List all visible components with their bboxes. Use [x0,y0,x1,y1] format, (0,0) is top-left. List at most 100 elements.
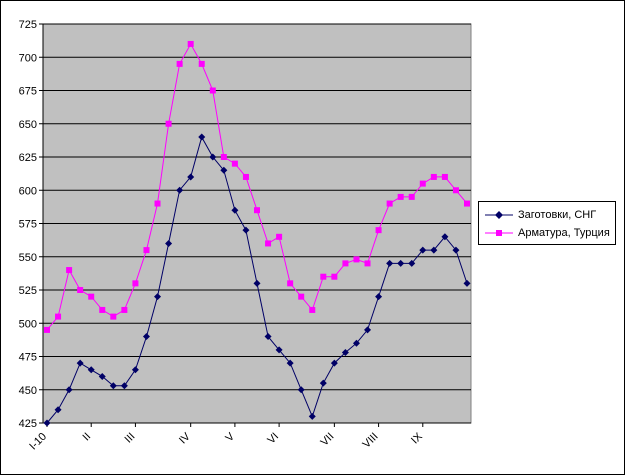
point-1-0 [44,326,50,333]
point-0-13 [187,173,195,181]
point-0-17 [231,206,239,214]
point-0-21 [275,346,283,354]
x-tick-label-VI: VI [265,431,281,447]
series-0 [43,133,471,427]
x-tick-label-I-10: I-10 [27,431,49,453]
point-1-6 [110,313,117,320]
point-1-8 [132,280,139,287]
point-1-26 [331,273,338,280]
point-1-13 [187,40,194,47]
point-0-38 [463,279,471,287]
point-0-31 [386,259,394,267]
point-1-27 [342,260,349,267]
x-tick-label-IX: IX [409,430,425,446]
point-1-31 [386,200,393,207]
point-1-14 [198,60,205,67]
legend-entry-billets: Заготовки, СНГ [484,207,616,223]
y-tick-label-625: 625 [19,152,37,164]
point-1-25 [320,273,327,280]
point-0-5 [98,372,106,380]
point-0-16 [220,166,228,174]
point-1-24 [309,306,316,313]
point-1-4 [88,293,95,300]
y-tick-label-500: 500 [19,318,37,330]
point-1-16 [220,154,227,160]
point-0-35 [430,246,438,254]
point-1-5 [99,306,106,313]
y-tick-label-675: 675 [19,86,37,98]
legend-swatch-rebar [485,230,513,236]
series-layer [43,40,471,427]
point-0-20 [264,333,272,341]
point-0-1 [54,406,62,414]
point-1-37 [452,187,459,194]
point-0-33 [408,259,416,267]
point-0-29 [364,326,372,334]
point-0-2 [65,386,73,394]
x-tick-label-VIII: VIII [361,431,381,451]
point-1-29 [364,260,371,267]
point-1-23 [298,293,305,300]
point-0-9 [142,333,150,341]
point-1-30 [375,227,382,234]
point-1-18 [242,173,249,180]
y-tick-label-700: 700 [19,52,37,64]
point-1-35 [430,173,437,180]
y-tick-label-725: 725 [19,19,37,31]
point-1-33 [408,193,415,200]
point-0-30 [375,293,383,301]
point-1-38 [464,200,470,207]
y-tick-label-475: 475 [19,352,37,364]
x-axis-ticks: I-10 II III IV V VI VII VIII IX [27,423,425,453]
point-1-32 [397,193,404,200]
x-tick-label-VII: VII [318,431,336,449]
legend-label-rebar: Арматура, Турция [518,227,610,239]
point-1-36 [441,173,448,180]
point-0-34 [419,246,427,254]
y-tick-label-525: 525 [19,285,37,297]
x-tick-label-II: II [81,431,94,444]
point-0-28 [352,339,360,347]
point-0-14 [198,133,206,141]
point-0-11 [165,239,173,247]
gridlines [43,23,471,424]
point-0-37 [452,246,460,254]
point-0-24 [308,412,316,420]
point-1-17 [231,160,238,167]
point-1-10 [154,200,161,207]
y-tick-label-425: 425 [19,418,37,430]
y-tick-label-650: 650 [19,119,37,131]
point-0-0 [43,419,51,427]
series-1 [44,40,470,333]
y-tick-label-450: 450 [19,385,37,397]
point-1-20 [265,240,272,247]
point-0-23 [297,386,305,394]
point-1-15 [209,87,216,94]
legend-swatch-billets [485,211,513,219]
point-1-12 [176,60,183,67]
point-1-1 [55,313,62,320]
legend-label-billets: Заготовки, СНГ [518,209,597,221]
point-1-3 [77,287,84,293]
point-0-32 [397,259,405,267]
point-1-28 [353,256,360,263]
point-0-12 [176,186,184,194]
point-0-19 [253,279,261,287]
point-1-34 [419,180,426,187]
legend-entry-rebar: Арматура, Турция [484,225,616,241]
point-0-3 [76,359,84,367]
point-0-8 [131,366,139,374]
point-1-7 [121,306,128,313]
point-0-6 [109,382,117,390]
point-1-21 [276,233,283,240]
point-0-4 [87,366,95,374]
x-tick-label-V: V [223,430,237,444]
point-1-11 [165,120,172,127]
point-0-25 [319,379,327,387]
point-0-26 [330,359,338,367]
point-0-27 [341,349,349,357]
y-tick-label-550: 550 [19,252,37,264]
point-0-10 [154,293,162,301]
point-0-22 [286,359,294,367]
